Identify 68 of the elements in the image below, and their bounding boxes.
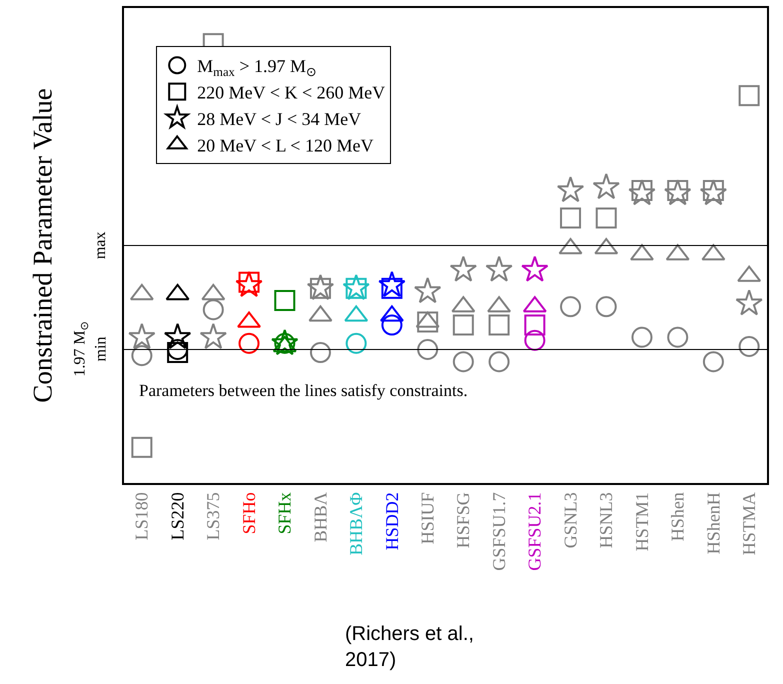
point <box>524 330 546 351</box>
point <box>560 296 582 318</box>
x-tick-label: LS220 <box>167 492 188 540</box>
point <box>131 345 152 366</box>
point <box>274 290 296 312</box>
point <box>414 277 442 304</box>
x-tick-label: HSNL3 <box>596 492 616 548</box>
legend-label: 28 MeV < J < 34 MeV <box>197 109 362 130</box>
x-tick-label: HSFSG <box>453 492 474 548</box>
point <box>700 179 728 206</box>
x-tick-label: HShen <box>668 492 688 542</box>
x-tick-label: GSNL3 <box>560 492 580 548</box>
y-axis-title: Constrained Parameter Value <box>28 88 58 403</box>
x-tick-label: HSTMA <box>738 492 759 556</box>
point <box>702 351 724 372</box>
point <box>202 299 224 320</box>
point <box>346 332 367 354</box>
point <box>488 351 510 372</box>
legend-label: 20 MeV < L < 120 MeV <box>197 135 374 156</box>
x-tick-label: HSIUF <box>417 492 438 544</box>
point <box>592 173 620 200</box>
point <box>452 351 474 372</box>
ref-line-label: max <box>92 232 110 260</box>
point <box>452 314 474 336</box>
text: (Richers et al., 2017) <box>345 623 474 671</box>
point <box>417 339 438 360</box>
point <box>167 342 188 364</box>
point <box>628 179 656 206</box>
point <box>735 289 763 316</box>
x-tick-label: HSDD2 <box>382 492 402 550</box>
point <box>738 336 760 357</box>
point <box>556 176 584 202</box>
x-tick-label: BHBΛ <box>310 492 330 542</box>
legend-label: M$_{max}$ > 1.97 M$_{⊙}$ <box>197 56 318 79</box>
point <box>485 256 513 282</box>
x-tick-label: BHBΛΦ <box>346 492 366 556</box>
point <box>164 322 192 350</box>
point <box>667 326 688 348</box>
point <box>560 207 582 228</box>
point <box>596 207 617 228</box>
point <box>738 85 760 106</box>
annotation: Parameters between the lines satisfy constraints. <box>139 381 468 400</box>
point <box>664 179 692 206</box>
point <box>596 296 617 318</box>
x-tick-label: LS375 <box>203 492 224 540</box>
point <box>450 256 478 282</box>
point <box>631 326 652 348</box>
legend-label: 220 MeV < K < 260 MeV <box>197 82 386 103</box>
point <box>128 322 156 350</box>
point <box>378 270 406 298</box>
x-tick-label: GSFSU1.7 <box>488 492 509 571</box>
point <box>235 270 263 298</box>
point <box>238 332 260 354</box>
point <box>521 256 548 282</box>
x-tick-label: HShenH <box>703 492 724 554</box>
point <box>200 322 227 350</box>
point <box>488 314 510 336</box>
point <box>381 314 402 336</box>
x-tick-label: GSFSU2.1 <box>524 492 545 571</box>
x-tick-label: SFHo <box>238 492 259 534</box>
point <box>524 314 546 336</box>
x-tick-label: SFHx <box>274 492 295 534</box>
x-tick-label: LS180 <box>132 492 152 540</box>
point <box>167 339 188 360</box>
point <box>131 436 152 458</box>
point <box>310 342 331 364</box>
x-tick-label: HSTM1 <box>632 492 652 552</box>
point <box>417 311 438 332</box>
